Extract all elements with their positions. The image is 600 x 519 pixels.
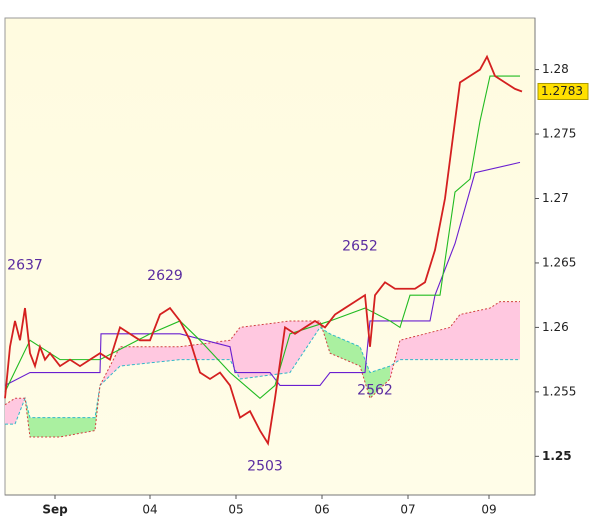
cloud-line xyxy=(5,326,520,425)
cloud-segment xyxy=(240,320,290,379)
cloud-segment xyxy=(5,398,15,425)
y-tick-label: 1.265 xyxy=(542,255,576,269)
cloud-segment xyxy=(60,417,95,437)
annotation: 2652 xyxy=(342,238,378,254)
cloud-line xyxy=(4,301,520,438)
cloud-segment xyxy=(290,320,320,373)
x-tick-label: 04 xyxy=(142,503,157,517)
y-tick-label: 1.26 xyxy=(542,320,569,334)
y-tick-label: 1.27 xyxy=(542,191,569,205)
series-line xyxy=(4,75,520,400)
cloud-segment xyxy=(330,333,360,367)
annotation: 2637 xyxy=(7,258,43,274)
x-tick-label: 07 xyxy=(400,503,415,517)
cloud-segment xyxy=(320,320,330,354)
annotation: 2503 xyxy=(247,458,283,474)
cloud-segment xyxy=(30,417,60,437)
annotation: 2629 xyxy=(147,268,183,284)
plot-area xyxy=(4,17,536,496)
cloud-segment xyxy=(460,308,490,360)
x-tick-label: 06 xyxy=(314,503,329,517)
x-tick-label: 09 xyxy=(481,503,496,517)
x-tick-label: 05 xyxy=(228,503,243,517)
cloud-segment xyxy=(370,366,390,399)
last-price-box xyxy=(537,82,589,100)
series-line xyxy=(4,161,521,386)
last-price-label: 1.2783 xyxy=(541,84,583,98)
y-tick-label: 1.25 xyxy=(542,449,572,463)
annotation: 2562 xyxy=(357,382,393,398)
cloud-segment xyxy=(400,327,450,360)
cloud-segment xyxy=(450,314,460,360)
y-tick-label: 1.28 xyxy=(542,62,569,76)
series-line xyxy=(4,54,523,446)
cloud-segment xyxy=(490,301,500,360)
cloud-segment xyxy=(120,346,180,367)
y-tick-label: 1.255 xyxy=(542,384,576,398)
y-tick-label: 1.275 xyxy=(542,127,576,141)
x-tick-label: Sep xyxy=(42,503,68,517)
cloud-segment xyxy=(230,327,240,379)
cloud-segment xyxy=(500,301,520,360)
